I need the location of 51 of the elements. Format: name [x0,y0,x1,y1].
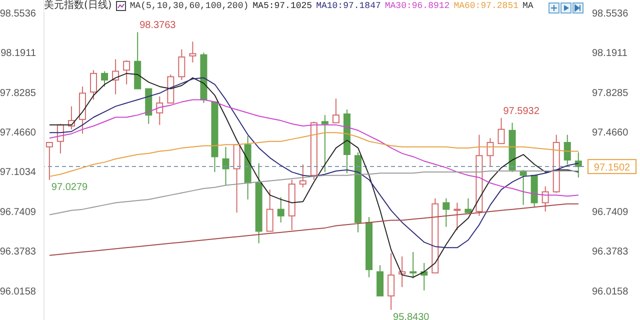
annotation: 98.3763 [140,20,176,32]
annotation: MA(5,10,30,60,100,200) [130,0,249,12]
line-series [49,132,579,177]
y-tick-label: 96.7409 [0,206,36,218]
candlestick [222,146,230,186]
candlestick [498,118,505,144]
candlestick [189,41,196,63]
candlestick [277,196,284,223]
candlestick [564,134,571,165]
candlestick [464,198,472,214]
ref-line-label: 97.1502 [594,162,631,174]
candlestick [156,96,164,126]
y2-tick-label: 97.8285 [592,88,629,99]
candlestick [101,70,108,88]
candlestick [442,198,450,228]
line-series [49,170,579,216]
candlestick [332,98,340,124]
y2-tick-label: 97.4660 [592,127,629,138]
y-tick-label: 96.0158 [0,286,36,298]
candlestick [123,60,130,85]
candlestick [388,252,395,310]
candlestick [46,142,53,180]
candlestick [410,252,417,279]
y-tick-label: 97.8285 [0,88,36,99]
text: MA5:97.1025 [252,0,312,12]
candlestick [112,58,120,95]
y-tick-label: 96.3783 [0,246,36,258]
candlestick [178,48,186,80]
y-tick-label: 98.1911 [0,48,36,60]
y2-tick-label: 96.7409 [592,206,629,218]
text: MA60:97.2851 [454,0,518,12]
y2-tick-label: 96.3783 [592,246,629,258]
line-series [49,203,579,256]
y-tick-label: 97.4660 [0,127,36,138]
candlestick [90,70,98,100]
candlestick [299,164,306,188]
y-tick-label: 98.5536 [0,8,36,20]
annotation: 97.5932 [503,106,540,118]
y-tick-label: 97.1034 [0,167,36,178]
annotation: 97.0279 [51,182,88,193]
candlestick [486,138,494,168]
y2-tick-label: 98.1911 [592,48,628,60]
text: MA30:96.8912 [384,0,450,12]
text: MA10:97.1847 [316,0,381,12]
annotation: MA [522,0,534,12]
y2-tick-label: 96.0158 [592,286,629,298]
candlestick [454,202,461,231]
candlestick [266,189,274,232]
y2-tick-label: 98.5536 [592,8,629,20]
candlestick [321,114,328,173]
annotation: 95.8430 [393,312,430,320]
